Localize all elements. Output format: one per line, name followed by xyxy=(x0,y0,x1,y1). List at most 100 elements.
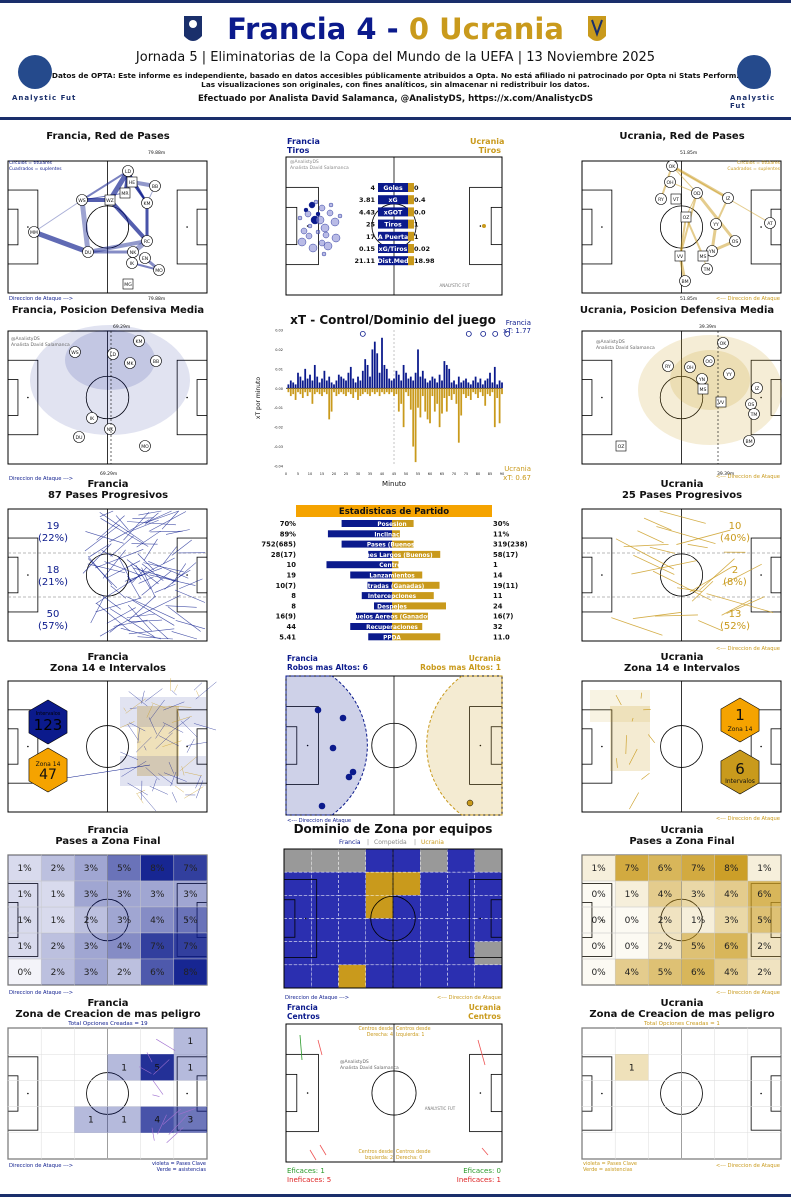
prog-pass-home xyxy=(141,570,172,596)
z14-pass-home xyxy=(128,691,148,707)
dom-cell xyxy=(474,918,503,942)
shot-row-away: 18.98 xyxy=(414,257,435,265)
def-home-line-label: 69.29m xyxy=(113,324,130,330)
prog-pass-home xyxy=(120,627,162,640)
xt-xlabel: Minuto xyxy=(382,480,406,488)
cross-away-effective: Eficaces: 0 xyxy=(463,1167,501,1175)
xt-bar-home xyxy=(373,341,376,389)
final-away-value: 2% xyxy=(658,916,673,926)
stat-label: Centros xyxy=(379,563,405,569)
danger-home-value: 1 xyxy=(188,1063,194,1073)
final-away-cell xyxy=(681,932,715,960)
xt-ylabel: xT por minuto xyxy=(255,377,262,419)
shot-bar-home xyxy=(378,256,408,266)
def-node-away: TM xyxy=(748,408,760,420)
cross-left-top-1: Centros desde xyxy=(358,1026,393,1032)
shot-dot-home xyxy=(297,215,303,221)
prog-pass-away xyxy=(677,587,702,592)
cross-home-ineffective: Ineficaces: 5 xyxy=(287,1176,331,1184)
prog-pass-home xyxy=(132,600,175,626)
prog-pass-home xyxy=(174,589,206,603)
def-home-bottom-label: 69.29m xyxy=(100,471,117,477)
prog-pass-home xyxy=(126,613,155,618)
xt-bar-away xyxy=(340,388,343,393)
stat-bar-away xyxy=(392,520,414,527)
final-away-value: 4% xyxy=(658,890,673,900)
xt-bar-home xyxy=(376,353,379,389)
xt-bar-away xyxy=(441,388,443,414)
shot-bar-away xyxy=(408,183,414,192)
prog-home-count: 18 xyxy=(47,565,60,576)
dom-cell xyxy=(392,895,421,919)
pass-link-home xyxy=(81,192,126,201)
danger-keypass-home xyxy=(139,1066,152,1074)
def-node-away: BM xyxy=(743,435,755,447)
z14-pass-home xyxy=(162,740,182,747)
dom-cell xyxy=(392,941,421,966)
xt-bar-home xyxy=(390,380,393,389)
z14-pass-home xyxy=(125,698,146,714)
def-node-home: KM xyxy=(133,335,145,347)
danger-pitch-ukraine-spot-right xyxy=(760,1092,762,1095)
def-node-away-marker xyxy=(615,440,627,452)
dom-cell xyxy=(338,941,366,966)
player-node-away-label: VV xyxy=(677,254,684,260)
dom-cell xyxy=(420,941,448,966)
xt-bar-away xyxy=(304,388,307,393)
z14-pass-home xyxy=(148,717,158,735)
xt-bar-home xyxy=(301,380,304,389)
shots-away-sub: Tiros xyxy=(478,146,501,155)
cross-line xyxy=(309,1149,317,1161)
def-home-direction: Direccion de Ataque ---> xyxy=(9,476,73,482)
xt-ytick: -0.02 xyxy=(274,426,283,430)
xt-bar-away xyxy=(400,388,403,404)
recov-dot-away xyxy=(466,799,474,807)
xt-bar-away xyxy=(438,388,441,428)
prog-pass-home xyxy=(179,578,203,590)
stat-bar-away xyxy=(392,530,400,538)
dom-cell xyxy=(311,871,339,896)
shot-bar-away xyxy=(408,256,414,266)
stat-away-value: 30% xyxy=(493,520,509,528)
cross-line xyxy=(299,1034,303,1061)
def-density-home-core xyxy=(65,330,155,390)
xt-xtick: 10 xyxy=(308,472,312,476)
xt-goal-marker xyxy=(359,330,366,337)
xt-bar-away xyxy=(402,388,405,428)
z14-pitch-ukraine-centre-circle xyxy=(660,725,703,768)
xt-xtick: 20 xyxy=(332,472,336,476)
xt-xtick: 0 xyxy=(285,472,287,476)
xt-bar-home xyxy=(438,374,441,389)
prog-pass-away xyxy=(643,517,672,531)
recov-pitch-spot-right xyxy=(479,744,482,747)
danger-home-cell xyxy=(140,1054,174,1081)
player-node-home: RC xyxy=(141,235,153,247)
final-away-cell xyxy=(714,880,749,908)
def-node-home-label: MK xyxy=(127,361,135,367)
final-away-value: 5% xyxy=(658,968,673,978)
title-z14-ukraine-1: Ucrania xyxy=(660,652,704,663)
prog-home-pct: (57%) xyxy=(38,621,68,632)
title-prog-france-2: 87 Pases Progresivos xyxy=(47,490,169,501)
prog-pass-home xyxy=(172,563,187,584)
xt-bar-away xyxy=(330,388,333,412)
z14-zone-home xyxy=(137,706,179,776)
def-pitch-france-spot-left xyxy=(27,396,29,399)
danger-away-legend-1: violeta = Pases Clave xyxy=(583,1161,637,1167)
def-node-home-marker xyxy=(150,355,162,367)
z14-pass-home xyxy=(186,738,195,753)
xt-bar-away xyxy=(311,388,314,404)
dom-cell xyxy=(283,964,312,989)
xt-bar-away xyxy=(481,388,484,397)
z14-hex-home-intervals xyxy=(28,699,68,745)
stat-bar-home xyxy=(361,592,392,600)
final-away-value: 6% xyxy=(691,968,706,978)
shot-row-away: 1 xyxy=(414,221,419,229)
pass-away-top-distance: 51.85m xyxy=(680,150,697,156)
xt-bar-away xyxy=(493,388,496,428)
title-final-ukraine-1: Ucrania xyxy=(660,825,704,836)
danger-away-grid xyxy=(747,1132,782,1160)
def-node-away-label: YN xyxy=(698,377,705,383)
dom-cell xyxy=(447,964,475,989)
xt-bar-home xyxy=(393,378,395,389)
